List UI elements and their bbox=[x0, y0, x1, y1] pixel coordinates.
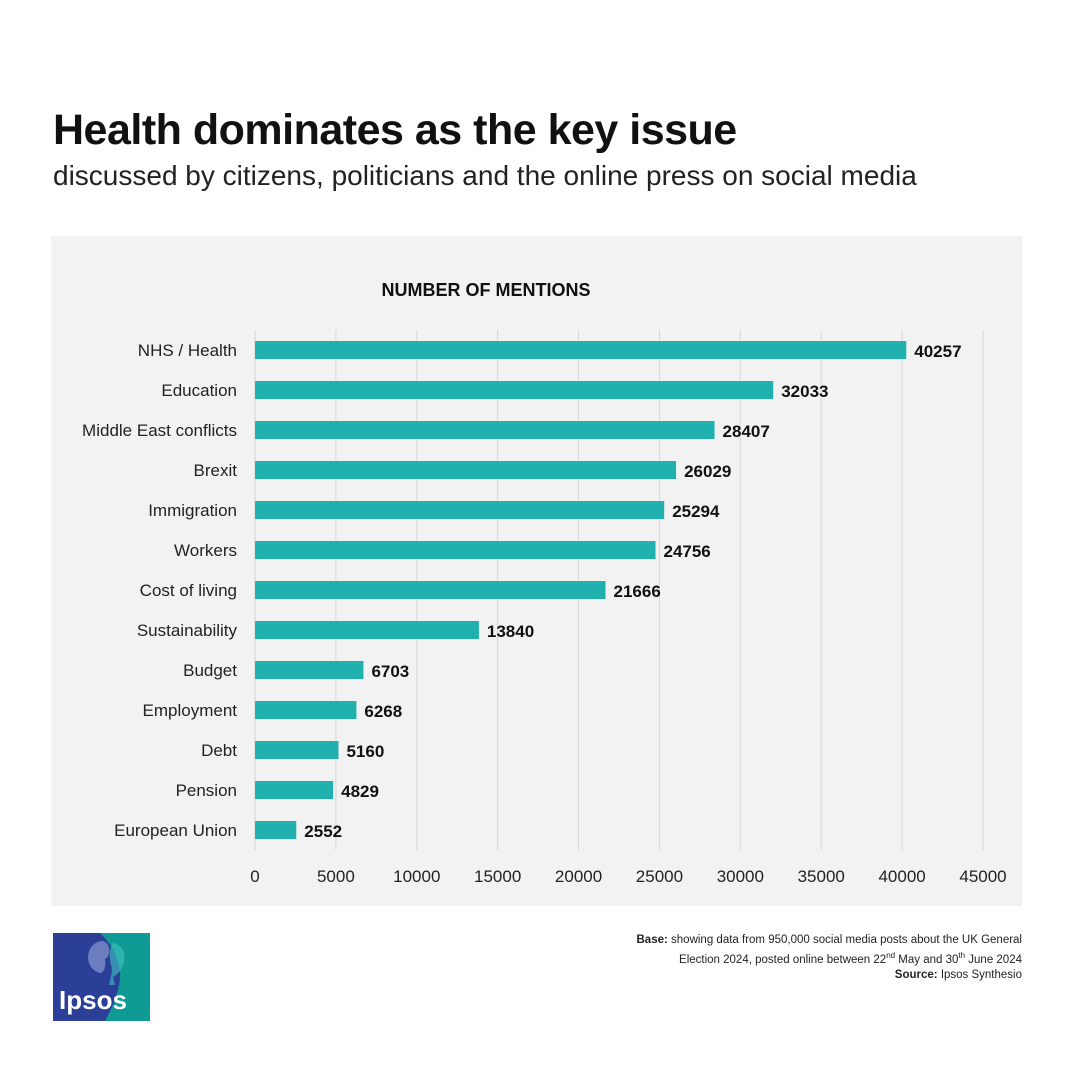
base-text-2a: Election 2024, posted online between 22 bbox=[679, 953, 887, 966]
data-label: 26029 bbox=[684, 462, 731, 481]
x-tick-label: 0 bbox=[250, 867, 259, 886]
x-tick-label: 25000 bbox=[636, 867, 683, 886]
data-label: 21666 bbox=[614, 582, 661, 601]
data-label: 6268 bbox=[364, 702, 402, 721]
source-note: Source: Ipsos Synthesio bbox=[502, 968, 1022, 983]
category-label: Workers bbox=[174, 541, 237, 560]
x-tick-label: 10000 bbox=[393, 867, 440, 886]
data-label: 32033 bbox=[781, 382, 828, 401]
bar bbox=[255, 381, 774, 399]
footer-notes: Base: showing data from 950,000 social m… bbox=[502, 933, 1023, 983]
source-text: Ipsos Synthesio bbox=[940, 968, 1022, 981]
bar-chart: NUMBER OF MENTIONS 0 5000 10000 15000 20000 25… bbox=[82, 280, 1007, 886]
bar bbox=[255, 781, 334, 799]
source-label: Source: bbox=[894, 968, 938, 981]
data-label: 13840 bbox=[487, 622, 534, 641]
category-label: Brexit bbox=[194, 461, 238, 480]
page-title: Health dominates as the key issue bbox=[53, 106, 737, 154]
data-label: 24756 bbox=[663, 542, 710, 561]
x-tick-label: 40000 bbox=[878, 867, 925, 886]
chart-panel: NUMBER OF MENTIONS 0 5000 10000 15000 20000 25… bbox=[51, 236, 1022, 906]
bar bbox=[255, 541, 656, 559]
ipsos-logo-text: Ipsos bbox=[59, 985, 127, 1015]
base-note-line-2: Election 2024, posted online between 22n… bbox=[502, 948, 1022, 968]
bar bbox=[255, 821, 297, 839]
base-text-2c: June 2024 bbox=[965, 953, 1022, 966]
x-tick-label: 15000 bbox=[474, 867, 521, 886]
x-tick-label: 5000 bbox=[317, 867, 355, 886]
chart-title: NUMBER OF MENTIONS bbox=[382, 280, 591, 300]
category-label: Pension bbox=[176, 781, 237, 800]
category-label: NHS / Health bbox=[138, 341, 237, 360]
category-label: Sustainability bbox=[137, 621, 238, 640]
category-label: Middle East conflicts bbox=[82, 421, 237, 440]
bar bbox=[255, 581, 606, 599]
data-label: 25294 bbox=[672, 502, 720, 521]
base-sup-2: th bbox=[958, 951, 966, 960]
data-label: 2552 bbox=[304, 822, 342, 841]
bar bbox=[255, 701, 357, 719]
category-label: European Union bbox=[114, 821, 237, 840]
base-text-1: showing data from 950,000 social media p… bbox=[671, 934, 1022, 946]
data-label: 4829 bbox=[341, 782, 379, 801]
data-label: 28407 bbox=[723, 422, 770, 441]
base-sup-1: nd bbox=[886, 951, 896, 960]
ipsos-logo: Ipsos bbox=[53, 933, 150, 1021]
category-label: Education bbox=[161, 381, 237, 400]
category-label: Budget bbox=[183, 661, 237, 680]
data-label: 6703 bbox=[371, 662, 409, 681]
bar bbox=[255, 461, 677, 479]
ipsos-logo-graphic: Ipsos bbox=[53, 933, 150, 1021]
bar bbox=[255, 741, 339, 759]
category-label: Cost of living bbox=[140, 581, 237, 600]
bar bbox=[255, 621, 479, 639]
bar bbox=[255, 421, 715, 439]
data-label: 40257 bbox=[914, 342, 961, 361]
base-label: Base: bbox=[636, 934, 668, 946]
bar bbox=[255, 341, 907, 359]
base-note: Base: showing data from 950,000 social m… bbox=[502, 933, 1023, 948]
data-label: 5160 bbox=[346, 742, 384, 761]
bar bbox=[255, 501, 665, 519]
x-tick-label: 45000 bbox=[959, 867, 1006, 886]
x-tick-label: 35000 bbox=[798, 867, 845, 886]
base-text-2b: May and 30 bbox=[895, 953, 959, 966]
category-label: Employment bbox=[143, 701, 238, 720]
x-tick-label: 30000 bbox=[717, 867, 764, 886]
x-tick-label: 20000 bbox=[555, 867, 602, 886]
category-label: Immigration bbox=[148, 501, 237, 520]
page-subtitle: discussed by citizens, politicians and t… bbox=[53, 160, 917, 191]
bar bbox=[255, 661, 364, 679]
category-label: Debt bbox=[201, 741, 237, 760]
